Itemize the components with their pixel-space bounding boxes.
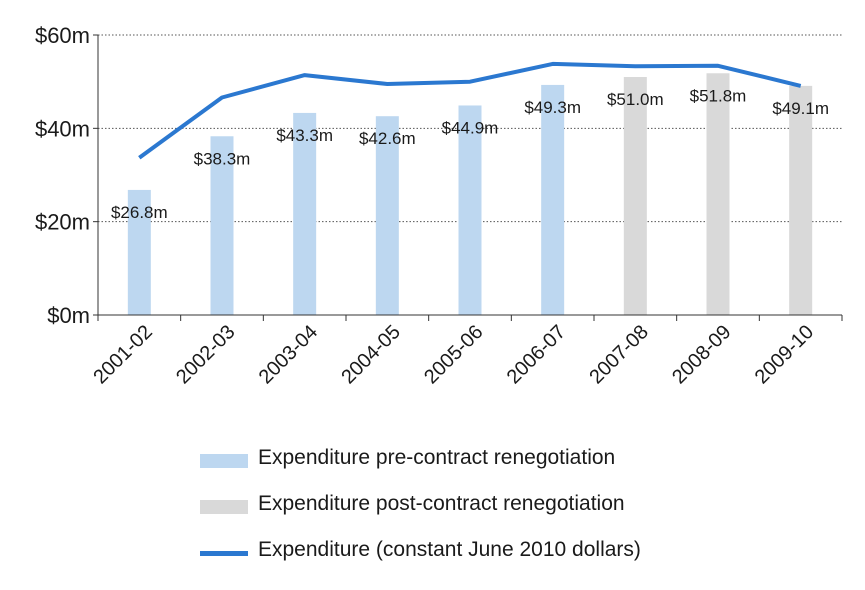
bar-2003-04 <box>293 112 317 315</box>
legend-label-post: Expenditure post-contract renegotiation <box>258 492 625 515</box>
bar-2004-05 <box>375 116 399 315</box>
legend-swatch-line <box>200 551 248 556</box>
bar-2009-10 <box>789 85 813 315</box>
x-tick-label-2007-08: 2007-08 <box>585 321 652 388</box>
bar-2002-03 <box>210 136 234 315</box>
legend-swatch-post <box>200 500 248 514</box>
x-tick-label-2005-06: 2005-06 <box>420 321 487 388</box>
data-label-2003-04: $43.3m <box>276 126 333 145</box>
bar-2008-09 <box>706 73 730 316</box>
legend-swatch-pre <box>200 454 248 468</box>
x-tick-label-2003-04: 2003-04 <box>255 321 322 388</box>
y-tick-label: $40m <box>35 116 90 141</box>
data-label-2002-03: $38.3m <box>194 149 251 168</box>
x-tick-label-2001-02: 2001-02 <box>89 321 156 388</box>
y-tick-label: $0m <box>47 303 90 328</box>
x-tick-label-2009-10: 2009-10 <box>751 321 818 388</box>
data-label-2001-02: $26.8m <box>111 203 168 222</box>
y-tick-label: $20m <box>35 210 90 235</box>
bar-2007-08 <box>623 77 647 315</box>
constant-dollar-line <box>138 61 802 160</box>
x-tick-label-2004-05: 2004-05 <box>337 321 404 388</box>
data-labels: $26.8m $38.3m $43.3m $42.6m $44.9m $49.3m $51.… <box>111 86 829 222</box>
legend-label-pre: Expenditure pre-contract renegotiation <box>258 446 616 469</box>
x-tick-label-2002-03: 2002-03 <box>172 321 239 388</box>
bar-2006-07 <box>541 84 565 315</box>
legend-label-line: Expenditure (constant June 2010 dollars) <box>258 538 641 561</box>
data-label-2009-10: $49.1m <box>772 99 829 118</box>
x-tick-label-2008-09: 2008-09 <box>668 321 735 388</box>
data-label-2007-08: $51.0m <box>607 90 664 109</box>
bar-2005-06 <box>458 105 482 315</box>
data-label-2004-05: $42.6m <box>359 129 416 148</box>
data-label-2005-06: $44.9m <box>442 118 499 137</box>
bars <box>127 73 813 316</box>
constant-dollar-series-line <box>138 61 802 160</box>
y-tick-label: $60m <box>35 23 90 48</box>
data-label-2006-07: $49.3m <box>524 98 581 117</box>
data-label-2008-09: $51.8m <box>690 86 747 105</box>
bar-2001-02 <box>127 189 151 315</box>
x-tick-label-2006-07: 2006-07 <box>503 321 570 388</box>
